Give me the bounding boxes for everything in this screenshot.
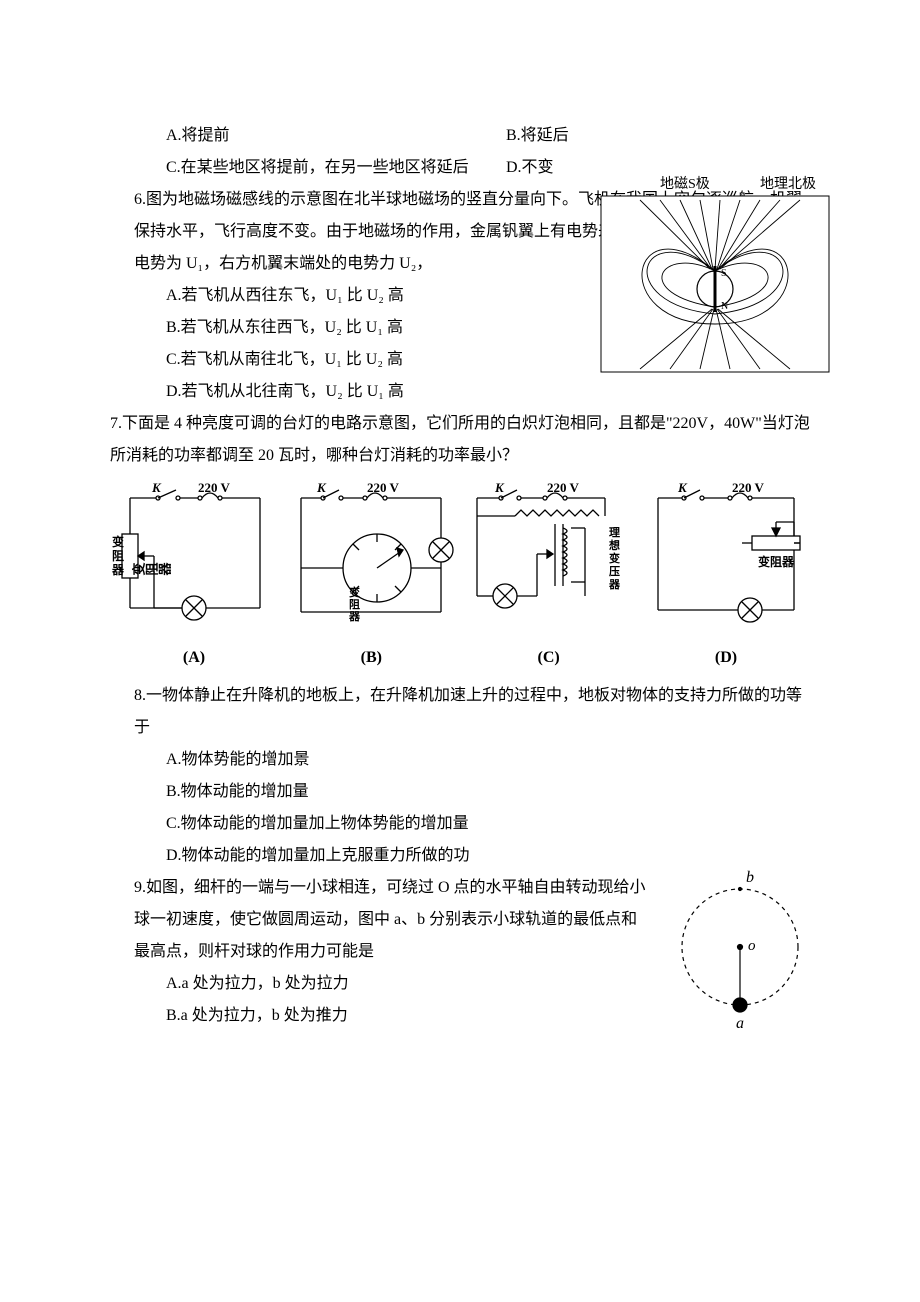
circuit-d-svg: K 220 V 变阻器 <box>642 476 810 626</box>
label-b: b <box>746 869 754 886</box>
q5-option-a: A.将提前 <box>166 120 506 152</box>
q7-circuit-b: K 220 V <box>287 476 455 674</box>
label-o: o <box>748 938 756 954</box>
q7-circuit-c: K 220 V <box>465 476 633 674</box>
q5-option-d: D.不变 <box>506 152 554 184</box>
svg-text:器: 器 <box>111 563 125 577</box>
q6-option-a: A.若飞机从西往东飞，U₁ 比 U₂ 高 <box>110 280 550 312</box>
svg-text:变: 变 <box>112 534 124 549</box>
svg-text:K: K <box>316 480 327 495</box>
svg-text:想: 想 <box>608 538 620 552</box>
earth-magnetic-field-diagram: 地磁S极 地理北极 S N <box>600 174 830 374</box>
q7-label-c: (C) <box>465 642 633 674</box>
svg-text:K: K <box>677 480 688 495</box>
svg-text:S: S <box>721 268 727 279</box>
svg-text:变: 变 <box>609 551 620 565</box>
svg-text:K: K <box>494 480 505 495</box>
q7-label-b: (B) <box>287 642 455 674</box>
svg-text:220 V: 220 V <box>367 480 400 495</box>
q9-block: 9.如图，细杆的一端与一小球相连，可绕过 O 点的水平轴自由转动现给小球一初速度… <box>110 872 810 1032</box>
q8-intro: 8.一物体静止在升降机的地板上，在升降机加速上升的过程中，地板对物体的支持力所做… <box>110 680 810 744</box>
q9-diagram: b o a <box>660 862 820 1044</box>
svg-text:阻: 阻 <box>349 597 360 611</box>
svg-text:220 V: 220 V <box>547 480 580 495</box>
q7-label-a: (A) <box>110 642 278 674</box>
svg-text:220 V: 220 V <box>732 480 765 495</box>
circuit-b-svg: K 220 V <box>287 476 455 626</box>
q6-option-c: C.若飞机从南往北飞，U₁ 比 U₂ 高 <box>110 344 550 376</box>
svg-text:阻: 阻 <box>112 548 124 563</box>
q6-option-b: B.若飞机从东往西飞，U₂ 比 U₁ 高 <box>110 312 550 344</box>
q5-option-b: B.将延后 <box>506 120 569 152</box>
q7-intro: 7.下面是 4 种亮度可调的台灯的电路示意图，它们所用的白炽灯泡相同，且都是"2… <box>110 408 810 472</box>
q7-circuit-d: K 220 V 变阻器 <box>642 476 810 674</box>
q8-option-b: B.物体动能的增加量 <box>110 776 810 808</box>
svg-text:器: 器 <box>608 578 621 591</box>
q7-label-d: (D) <box>642 642 810 674</box>
circuit-a-svg: K 220 V <box>110 476 278 626</box>
circular-motion-diagram: b o a <box>660 862 820 1032</box>
q8-option-a: A.物体势能的增加景 <box>110 744 810 776</box>
svg-text:变阻器: 变阻器 <box>758 554 795 569</box>
q8-option-c: C.物体动能的增加量加上物体势能的增加量 <box>110 808 810 840</box>
q7-diagrams: K 220 V <box>110 476 810 674</box>
q6-option-d: D.若飞机从北往南飞，U₂ 比 U₁ 高 <box>110 376 550 408</box>
svg-text:N: N <box>721 301 728 312</box>
label-geographic-n: 地理北极 <box>760 176 816 192</box>
svg-text:理: 理 <box>609 526 620 539</box>
rheostat-label: 变阻器 <box>131 562 172 578</box>
q6-block: 6.图为地磁场磁感线的示意图在北半球地磁场的竖直分量向下。飞机在我国上空匀逐巡航… <box>110 184 810 408</box>
switch-label: K <box>151 480 162 495</box>
label-a: a <box>736 1015 744 1032</box>
circuit-c-svg: K 220 V <box>465 476 633 626</box>
q6-diagram: 地磁S极 地理北极 S N <box>600 174 830 386</box>
label-geomagnetic-s: 地磁S极 <box>660 176 710 192</box>
voltage-label: 220 V <box>198 480 231 495</box>
q7-circuit-a: K 220 V <box>110 476 278 674</box>
svg-text:变: 变 <box>349 585 360 599</box>
svg-text:器: 器 <box>348 610 361 623</box>
q9-intro: 9.如图，细杆的一端与一小球相连，可绕过 O 点的水平轴自由转动现给小球一初速度… <box>110 872 650 968</box>
svg-text:压: 压 <box>609 564 620 578</box>
q5-option-c: C.在某些地区将提前，在另一些地区将延后 <box>166 152 506 184</box>
q5-options-row1: A.将提前 B.将延后 <box>110 120 810 152</box>
